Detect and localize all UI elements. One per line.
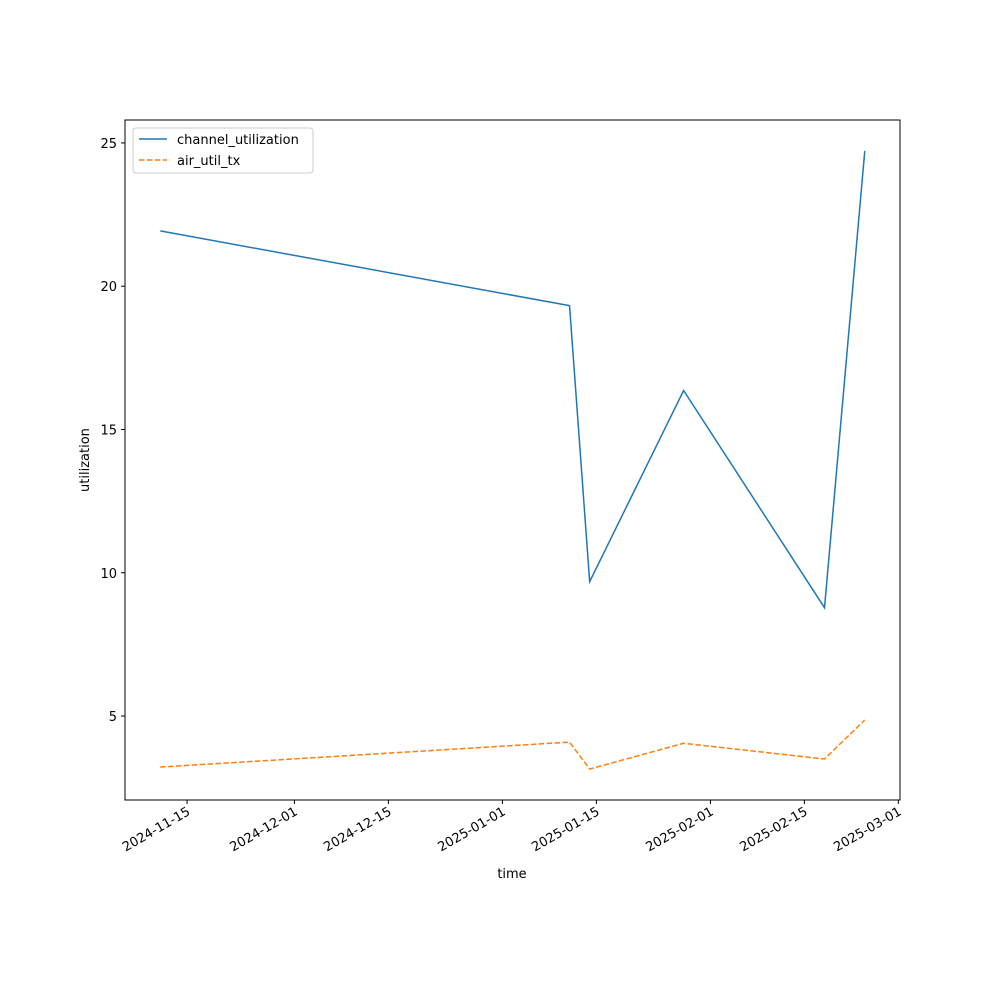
y-tick-label: 15 bbox=[100, 423, 117, 438]
legend-label: channel_utilization bbox=[177, 133, 299, 148]
y-tick-label: 25 bbox=[100, 137, 117, 152]
y-tick-label: 5 bbox=[109, 710, 117, 725]
x-tick-label: 2025-01-01 bbox=[435, 804, 508, 855]
y-axis-label: utilization bbox=[78, 428, 93, 492]
legend-label: air_util_tx bbox=[177, 154, 241, 169]
x-tick-label: 2024-12-15 bbox=[321, 804, 394, 855]
plot-frame bbox=[124, 119, 901, 801]
x-tick-label: 2025-02-15 bbox=[737, 804, 810, 855]
x-tick-label: 2025-02-01 bbox=[644, 804, 717, 855]
x-tick-label: 2024-11-15 bbox=[120, 804, 193, 855]
data-line bbox=[160, 719, 866, 770]
data-line bbox=[160, 150, 866, 610]
x-tick-label: 2025-01-15 bbox=[529, 804, 602, 855]
x-tick-label: 2025-03-01 bbox=[831, 804, 904, 855]
x-tick-label: 2024-12-01 bbox=[227, 804, 300, 855]
legend-box bbox=[132, 127, 314, 174]
y-tick-label: 10 bbox=[100, 567, 117, 582]
y-tick-label: 20 bbox=[100, 280, 117, 295]
x-axis-label: time bbox=[497, 867, 526, 882]
